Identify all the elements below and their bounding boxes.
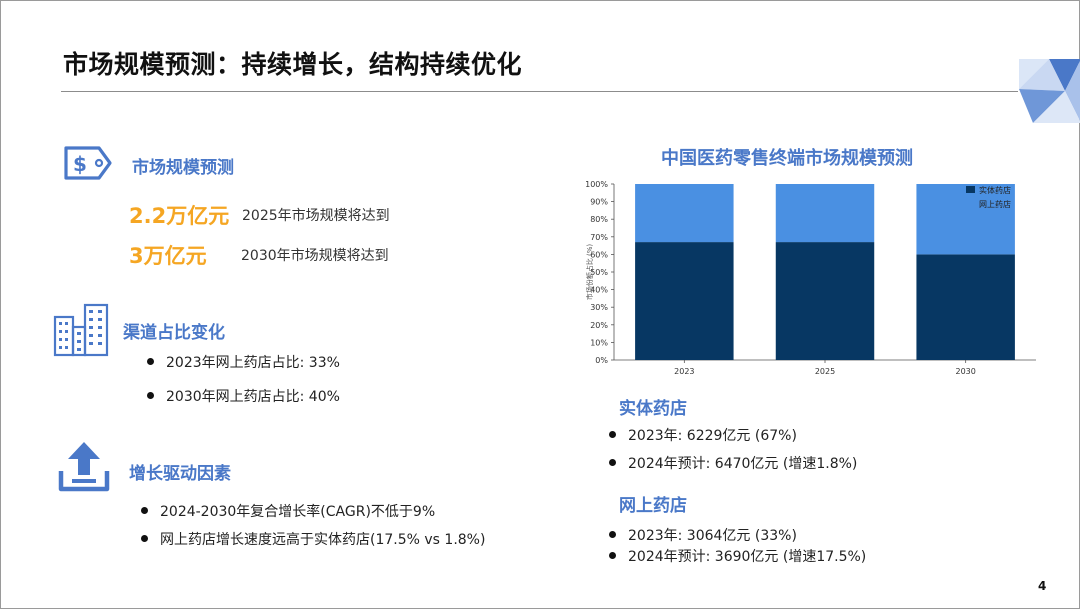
online-bullet-2024-text: 2024年预计: 3690亿元 (增速17.5%) (628, 549, 867, 565)
bar-2025-series-1 (775, 184, 875, 243)
bullet-dot (141, 506, 148, 514)
page-title: 市场规模预测：持续增长，结构持续优化 (63, 50, 523, 79)
bullet-dot (609, 530, 616, 538)
bar-2023-series-0 (635, 242, 734, 360)
physical-bullet-2024-text: 2024年预计: 6470亿元 (增速1.8%) (628, 456, 858, 472)
y-tick-label: 80% (590, 215, 608, 224)
bullet-dot (609, 430, 616, 438)
legend-label-1: 网上药店 (979, 199, 1011, 209)
channel-bullet-2023: 2023年网上药店占比: 33% (147, 352, 340, 372)
buildings-icon (53, 303, 109, 357)
growth-bullet-speed: 网上药店增长速度远高于实体药店(17.5% vs 1.8%) (141, 529, 485, 549)
legend-label-0: 实体药店 (979, 185, 1011, 195)
y-axis-title: 市场份额占比 (%) (585, 244, 594, 301)
y-tick-label: 60% (590, 250, 608, 259)
growth-drivers-heading: 增长驱动因素 (129, 464, 231, 484)
market-2025-note: 2025年市场规模将达到 (242, 208, 390, 224)
bullet-dot (147, 391, 154, 399)
y-tick-label: 30% (590, 303, 608, 312)
market-2030-note: 2030年市场规模将达到 (241, 248, 389, 264)
upload-arrow-icon (58, 442, 110, 492)
y-tick-label: 100% (585, 180, 608, 189)
online-bullet-2023-text: 2023年: 3064亿元 (33%) (628, 528, 797, 544)
x-tick-label: 2025 (815, 367, 835, 376)
dollar-tag-icon: $ (64, 146, 112, 180)
growth-bullet-cagr-text: 2024-2030年复合增长率(CAGR)不低于9% (160, 504, 436, 520)
svg-text:$: $ (73, 152, 87, 176)
physical-bullet-2023: 2023年: 6229亿元 (67%) (609, 425, 797, 445)
x-tick-label: 2023 (674, 367, 694, 376)
chart-title: 中国医药零售终端市场规模预测 (661, 148, 913, 169)
bar-2030-series-0 (916, 254, 1015, 360)
channel-bullet-2030-text: 2030年网上药店占比: 40% (166, 389, 340, 405)
bullet-dot (609, 458, 616, 466)
online-store-heading: 网上药店 (619, 496, 687, 516)
market-2025-value: 2.2万亿元 (129, 204, 230, 228)
legend-swatch-1 (966, 200, 975, 207)
bar-2025-series-0 (775, 242, 875, 360)
stacked-bar-chart: 0% 10% 20% 30% 40% 50% 60% 70% 80% 90% 100% 市场份额占比 … (585, 180, 1036, 376)
market-2030-value: 3万亿元 (129, 244, 207, 268)
channel-share-heading: 渠道占比变化 (123, 323, 225, 343)
bullet-dot (609, 551, 616, 559)
physical-store-heading: 实体药店 (619, 399, 687, 419)
corner-triangles-decoration (1019, 59, 1080, 123)
y-tick-label: 0% (595, 356, 608, 365)
y-tick-label: 70% (590, 233, 608, 242)
market-size-heading: 市场规模预测 (132, 158, 234, 178)
bullet-dot (147, 357, 154, 365)
legend-swatch-0 (966, 186, 975, 193)
channel-bullet-2023-text: 2023年网上药店占比: 33% (166, 355, 340, 371)
channel-bullet-2030: 2030年网上药店占比: 40% (147, 386, 340, 406)
bar-2023-series-1 (635, 184, 734, 243)
physical-bullet-2023-text: 2023年: 6229亿元 (67%) (628, 428, 797, 444)
y-tick-label: 40% (590, 286, 608, 295)
physical-bullet-2024: 2024年预计: 6470亿元 (增速1.8%) (609, 453, 857, 473)
online-bullet-2023: 2023年: 3064亿元 (33%) (609, 525, 797, 545)
online-bullet-2024: 2024年预计: 3690亿元 (增速17.5%) (609, 546, 866, 566)
page-number: 4 (1038, 579, 1047, 593)
y-tick-label: 10% (590, 338, 608, 347)
y-tick-label: 20% (590, 321, 608, 330)
bar-2030-series-1 (916, 184, 1015, 255)
y-tick-label: 50% (590, 268, 608, 277)
growth-bullet-cagr: 2024-2030年复合增长率(CAGR)不低于9% (141, 501, 435, 521)
y-tick-label: 90% (590, 198, 608, 207)
growth-bullet-speed-text: 网上药店增长速度远高于实体药店(17.5% vs 1.8%) (160, 532, 486, 548)
title-divider (61, 91, 1018, 92)
x-tick-label: 2030 (955, 367, 975, 376)
bullet-dot (141, 534, 148, 542)
